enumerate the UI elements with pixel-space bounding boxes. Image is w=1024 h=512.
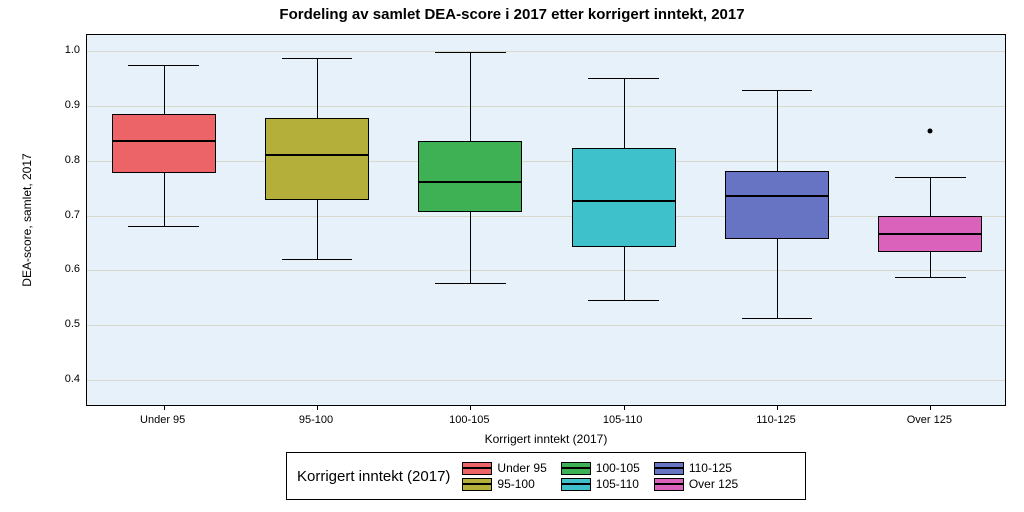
median-line xyxy=(725,195,829,197)
x-tick-mark xyxy=(470,405,471,410)
x-tick-label: 105-110 xyxy=(603,414,643,426)
whisker-line xyxy=(624,78,625,148)
whisker-cap xyxy=(128,226,199,227)
legend-label: Under 95 xyxy=(497,461,546,475)
outlier-point xyxy=(928,128,933,133)
y-tick-label: 0.6 xyxy=(52,263,80,275)
legend-title: Korrigert inntekt (2017) xyxy=(297,468,450,485)
whisker-cap xyxy=(588,300,659,301)
x-tick-mark xyxy=(777,405,778,410)
box xyxy=(112,114,216,173)
legend-label: 95-100 xyxy=(497,477,534,491)
whisker-line xyxy=(930,177,931,215)
grid-line xyxy=(87,216,1005,217)
whisker-line xyxy=(164,65,165,115)
x-tick-label: Over 125 xyxy=(907,414,952,426)
median-line xyxy=(878,233,982,235)
whisker-cap xyxy=(128,65,199,66)
box xyxy=(725,171,829,239)
legend-item: 100-105 xyxy=(561,461,640,475)
plot-area xyxy=(86,34,1006,406)
legend-label: 105-110 xyxy=(596,477,639,491)
box xyxy=(572,148,676,248)
whisker-line xyxy=(317,200,318,259)
whisker-line xyxy=(624,247,625,300)
legend-label: Over 125 xyxy=(689,477,738,491)
y-tick-label: 1.0 xyxy=(52,44,80,56)
median-line xyxy=(265,154,369,156)
x-tick-mark xyxy=(317,405,318,410)
legend-item: 110-125 xyxy=(654,461,738,475)
x-tick-label: 110-125 xyxy=(756,414,796,426)
x-tick-mark xyxy=(624,405,625,410)
grid-line xyxy=(87,380,1005,381)
legend-label: 100-105 xyxy=(596,461,640,475)
median-line xyxy=(112,140,216,142)
y-tick-label: 0.4 xyxy=(52,373,80,385)
legend-item: 95-100 xyxy=(462,477,546,491)
y-axis-title: DEA-score, samlet, 2017 xyxy=(20,153,34,286)
whisker-line xyxy=(930,252,931,277)
whisker-line xyxy=(777,90,778,171)
whisker-cap xyxy=(435,52,506,53)
whisker-line xyxy=(470,212,471,283)
y-tick-label: 0.5 xyxy=(52,318,80,330)
x-tick-mark xyxy=(930,405,931,410)
legend-item: 105-110 xyxy=(561,477,640,491)
legend: Korrigert inntekt (2017) Under 95 100-105… xyxy=(286,452,806,500)
box xyxy=(265,118,369,200)
x-tick-label: Under 95 xyxy=(140,414,185,426)
x-tick-label: 95-100 xyxy=(299,414,333,426)
whisker-cap xyxy=(435,283,506,284)
y-tick-label: 0.9 xyxy=(52,99,80,111)
legend-item: Under 95 xyxy=(462,461,546,475)
y-tick-label: 0.7 xyxy=(52,209,80,221)
median-line xyxy=(572,200,676,202)
whisker-cap xyxy=(742,90,813,91)
chart-title: Fordeling av samlet DEA-score i 2017 ett… xyxy=(0,6,1024,23)
box xyxy=(418,141,522,212)
grid-line xyxy=(87,161,1005,162)
y-tick-label: 0.8 xyxy=(52,154,80,166)
legend-swatch xyxy=(462,462,492,475)
grid-line xyxy=(87,106,1005,107)
whisker-line xyxy=(777,239,778,318)
median-line xyxy=(418,181,522,183)
grid-line xyxy=(87,270,1005,271)
legend-swatch xyxy=(561,462,591,475)
whisker-cap xyxy=(742,318,813,319)
whisker-line xyxy=(164,173,165,227)
whisker-cap xyxy=(282,259,353,260)
x-axis-title: Korrigert inntekt (2017) xyxy=(86,432,1006,446)
legend-swatch xyxy=(654,478,684,491)
whisker-cap xyxy=(588,78,659,79)
legend-label: 110-125 xyxy=(689,461,732,475)
legend-swatch xyxy=(561,478,591,491)
whisker-line xyxy=(470,52,471,141)
whisker-cap xyxy=(895,277,966,278)
whisker-cap xyxy=(895,177,966,178)
x-tick-label: 100-105 xyxy=(449,414,489,426)
legend-swatch xyxy=(654,462,684,475)
grid-line xyxy=(87,51,1005,52)
legend-grid: Under 95 100-105 110-125 95-100 105-110 Over … xyxy=(462,461,738,491)
whisker-cap xyxy=(282,58,353,59)
legend-item: Over 125 xyxy=(654,477,738,491)
grid-line xyxy=(87,325,1005,326)
legend-swatch xyxy=(462,478,492,491)
figure: Fordeling av samlet DEA-score i 2017 ett… xyxy=(0,0,1024,512)
whisker-line xyxy=(317,58,318,118)
x-tick-mark xyxy=(164,405,165,410)
